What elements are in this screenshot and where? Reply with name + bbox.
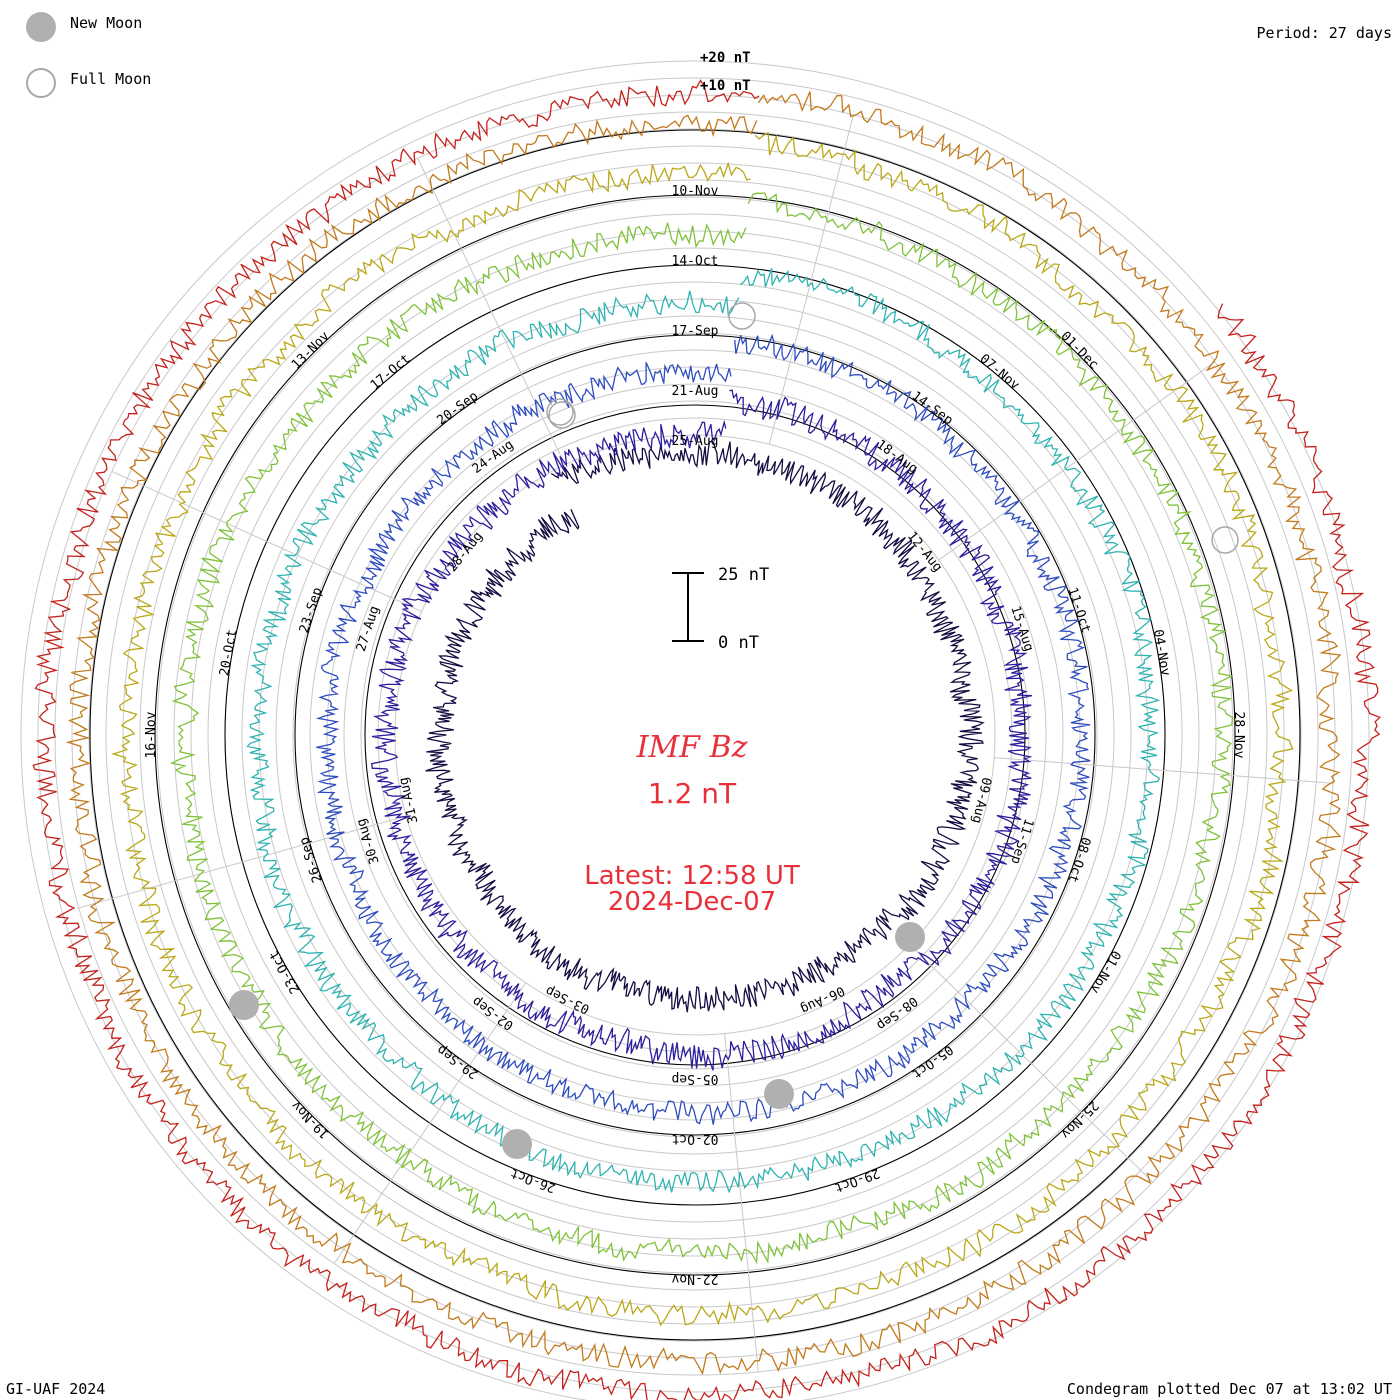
rotation-3-trace — [315, 333, 1091, 1125]
date-label: 28-Nov — [1231, 712, 1246, 759]
grid-spoke — [333, 982, 527, 1264]
rotation-1-trace — [425, 440, 985, 1013]
grid-spoke — [111, 470, 422, 612]
rotation-8-trace — [32, 79, 1382, 1400]
new-moon-icon — [26, 12, 56, 42]
new-moon-marker — [764, 1079, 794, 1109]
date-label: 20-Oct — [217, 628, 240, 677]
grid-ring — [207, 247, 1183, 1223]
grid-ring — [122, 162, 1268, 1308]
grid-ring — [394, 434, 996, 1036]
credit-label: GI-UAF 2024 — [6, 1380, 106, 1398]
date-label: 14-Sep — [909, 389, 956, 429]
full-moon-icon — [26, 68, 56, 98]
baseline-ring — [364, 404, 1026, 1066]
grid-ring — [173, 213, 1217, 1257]
date-label: 26-Oct — [508, 1165, 557, 1195]
date-label: 23-Oct — [267, 948, 303, 996]
full-moon-marker — [546, 398, 574, 426]
grid-ring — [105, 145, 1285, 1325]
grid-ring — [156, 196, 1234, 1274]
moon-markers — [229, 302, 1239, 1159]
grid-spoke — [78, 815, 407, 909]
baseline-ring — [154, 194, 1236, 1276]
grid-spoke — [768, 114, 854, 445]
date-label: 05-Oct — [909, 1042, 956, 1082]
grid-ring — [343, 383, 1047, 1087]
new-moon-marker — [895, 922, 925, 952]
baseline-ring — [294, 334, 1096, 1136]
grid-spoke — [994, 757, 1334, 784]
grid-ring — [292, 332, 1098, 1138]
scale-bottom-label: 0 nT — [718, 633, 759, 653]
plotted-label: Condegram plotted Dec 07 at 13:02 UT — [1066, 1380, 1392, 1398]
date-label: 19-Nov — [289, 1097, 333, 1141]
rotation-5-trace — [169, 192, 1235, 1265]
full-moon-marker — [728, 302, 756, 330]
current-value: 1.2 nT — [648, 777, 737, 810]
rotation-7-trace — [65, 91, 1342, 1376]
date-label: 22-Nov — [671, 1271, 718, 1286]
grid-rings — [20, 60, 1370, 1400]
date-label: 20-Sep — [434, 389, 481, 429]
date-label: 09-Aug — [969, 776, 994, 825]
rotation-4-trace — [246, 268, 1161, 1194]
date-label: 25-Nov — [1057, 1097, 1101, 1141]
date-label: 07-Nov — [977, 351, 1023, 393]
date-label: 10-Nov — [672, 184, 719, 199]
legend-full-moon-label: Full Moon — [70, 70, 152, 88]
grid-ring — [37, 77, 1353, 1393]
grid-spoke — [909, 944, 1154, 1183]
grid-ring — [241, 281, 1149, 1189]
new-moon-marker — [502, 1129, 532, 1159]
title-main: IMF Bz — [636, 730, 748, 765]
grid-ring — [71, 111, 1319, 1359]
date-label: 05-Sep — [671, 1071, 718, 1086]
date-label: 29-Oct — [832, 1165, 881, 1195]
rotation-2-trace — [370, 389, 1033, 1071]
full-moon-marker — [548, 401, 576, 429]
grid-spoke — [724, 1033, 759, 1372]
date-label: 17-Sep — [672, 324, 719, 339]
bz-traces — [32, 79, 1382, 1400]
date-label: 21-Aug — [672, 384, 719, 399]
date-label: 17-Oct — [368, 351, 414, 393]
latest-time: Latest: 12:58 UT — [584, 861, 800, 891]
grid-ring — [88, 128, 1302, 1342]
legend-new-moon — [26, 12, 56, 42]
latest-date: 2024-Dec-07 — [608, 887, 776, 917]
rotation-6-trace — [111, 131, 1294, 1327]
period-label: Period: 27 days — [1256, 24, 1392, 42]
date-label: 04-Nov — [1150, 628, 1173, 677]
grid-ring — [190, 230, 1200, 1240]
legend-new-moon-label: New Moon — [70, 14, 143, 32]
new-moon-marker — [229, 990, 259, 1020]
grid-ring — [20, 60, 1370, 1400]
baseline-ring — [224, 264, 1166, 1206]
date-label: 01-Dec — [1057, 329, 1101, 373]
chart-title: IMF Bz — [636, 730, 748, 765]
date-label: 25-Aug — [672, 434, 719, 449]
ring-label-20: +20 nT — [700, 50, 751, 66]
date-label: 06-Aug — [798, 983, 847, 1017]
grid-spoke — [938, 361, 1216, 561]
grid-ring — [309, 349, 1081, 1121]
grid-spoke — [417, 157, 566, 465]
date-label: 28-Aug — [445, 529, 486, 575]
date-label: 14-Oct — [672, 254, 719, 269]
ring-label-10: +10 nT — [700, 78, 751, 94]
scale-bar: 25 nT 0 nT — [672, 565, 769, 653]
legend-full-moon — [26, 68, 56, 98]
grid-ring — [139, 179, 1251, 1291]
baseline-ring — [89, 129, 1301, 1341]
date-label: 02-Oct — [672, 1131, 719, 1146]
grid-ring — [275, 315, 1115, 1155]
scale-top-label: 25 nT — [718, 565, 769, 585]
grid-ring — [360, 400, 1030, 1070]
date-label: 16-Nov — [144, 711, 159, 758]
full-moon-marker — [1211, 526, 1239, 554]
